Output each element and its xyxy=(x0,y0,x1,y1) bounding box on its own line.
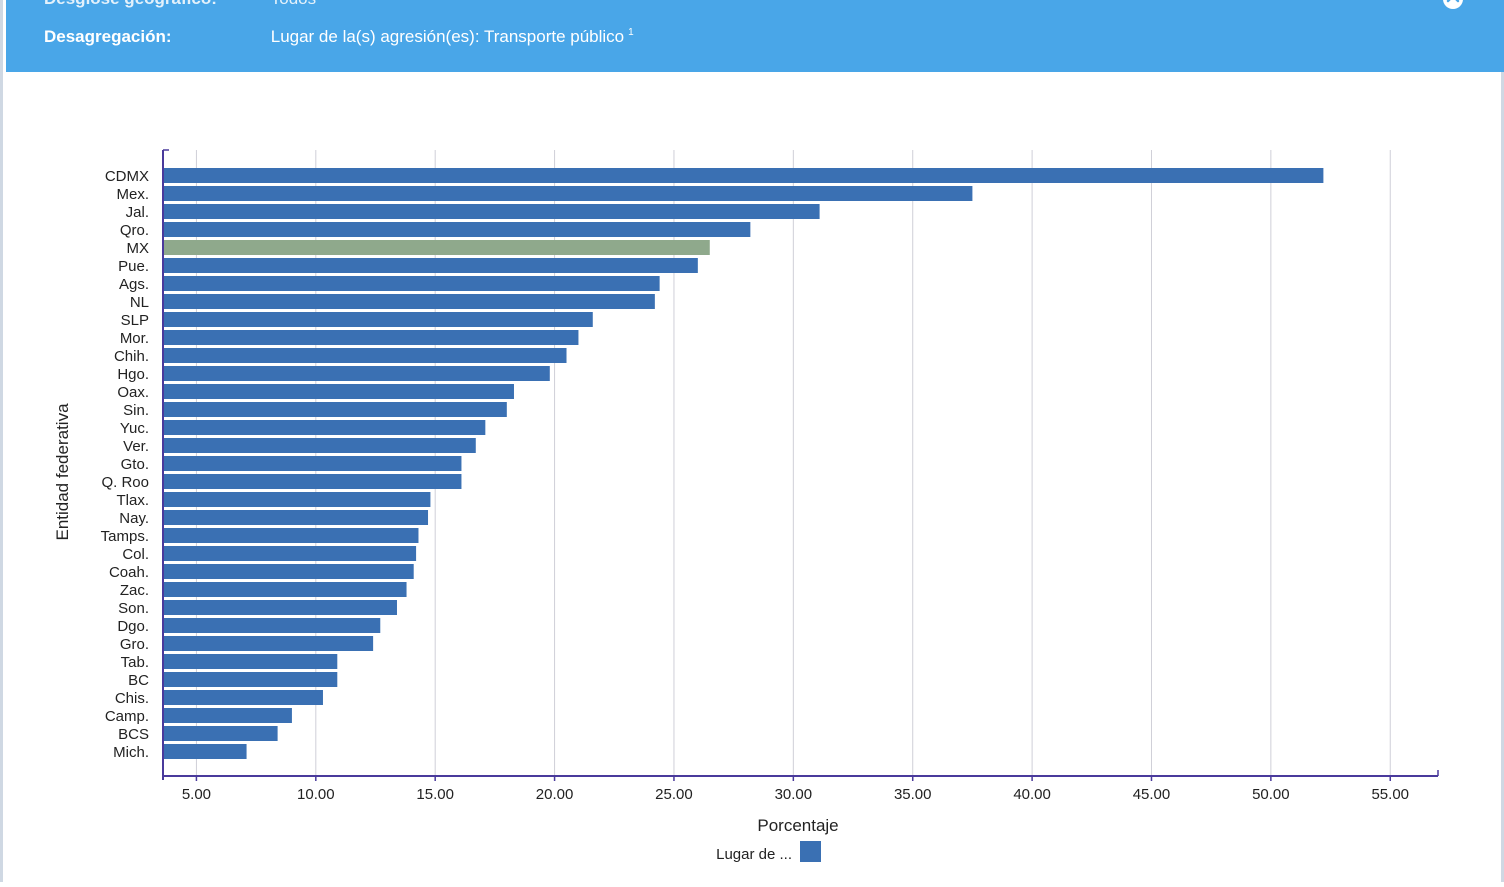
category-label: BCS xyxy=(118,726,149,743)
category-label: Ags. xyxy=(119,276,149,293)
category-label: CDMX xyxy=(105,168,149,185)
axes xyxy=(162,149,1439,781)
bar xyxy=(164,294,655,309)
category-label: Mex. xyxy=(116,186,149,203)
category-label: NL xyxy=(130,294,149,311)
category-label: Jal. xyxy=(126,204,149,221)
category-label: Q. Roo xyxy=(101,474,149,491)
bar-highlight xyxy=(164,240,710,255)
category-label: Hgo. xyxy=(117,366,149,383)
bar xyxy=(164,222,751,237)
category-label: Camp. xyxy=(105,708,149,725)
category-label: Zac. xyxy=(120,582,149,599)
category-label: Chih. xyxy=(114,348,149,365)
bar xyxy=(164,744,247,759)
bar xyxy=(164,708,292,723)
category-labels: CDMXMex.Jal.Qro.MXPue.Ags.NLSLPMor.Chih.… xyxy=(101,168,150,761)
x-axis-title: Porcentaje xyxy=(757,816,838,835)
x-tick-label: 40.00 xyxy=(1013,786,1051,803)
bar xyxy=(164,204,820,219)
category-label: Gto. xyxy=(121,456,149,473)
category-label: Tamps. xyxy=(101,528,149,545)
category-label: Gro. xyxy=(120,636,149,653)
category-label: Mich. xyxy=(113,744,149,761)
bar-chart: CDMXMex.Jal.Qro.MXPue.Ags.NLSLPMor.Chih.… xyxy=(53,149,1439,863)
category-label: MX xyxy=(127,240,150,257)
bar xyxy=(164,600,397,615)
bar xyxy=(164,312,593,327)
bar xyxy=(164,384,514,399)
bar xyxy=(164,402,507,417)
x-tick-labels: 5.00 10.00 15.00 20.00 25.00 30.00 35.00 40.00 4… xyxy=(182,786,1409,803)
x-tick-label: 30.00 xyxy=(775,786,813,803)
x-tick-label: 25.00 xyxy=(655,786,693,803)
bar xyxy=(164,168,1324,183)
bar xyxy=(164,618,381,633)
bar xyxy=(164,510,429,525)
bar xyxy=(164,366,550,381)
x-tick-label: 55.00 xyxy=(1371,786,1409,803)
bar xyxy=(164,654,338,669)
x-tick-label: 20.00 xyxy=(536,786,574,803)
chart-area: CDMX Mex. Jal. Qro. MX Pue. Ags. NL SLP Mor. Chih.… xyxy=(6,72,1504,882)
bar xyxy=(164,636,374,651)
bar xyxy=(164,672,338,687)
category-label: Yuc. xyxy=(120,420,149,437)
bar xyxy=(164,726,278,741)
y-axis-title: Entidad federativa xyxy=(53,403,72,541)
x-tick-label: 10.00 xyxy=(297,786,335,803)
bar xyxy=(164,276,660,291)
category-label: Chis. xyxy=(115,690,149,707)
disaggregation-label: Desagregación: xyxy=(44,27,172,46)
bar xyxy=(164,348,567,363)
geographic-breakdown-row: Desglose geográfico: Todos xyxy=(44,0,316,9)
bar xyxy=(164,564,414,579)
geographic-breakdown-value: Todos xyxy=(271,0,316,9)
x-tick-label: 35.00 xyxy=(894,786,932,803)
bar xyxy=(164,528,419,543)
bar xyxy=(164,258,698,273)
bars-group xyxy=(164,168,1324,759)
bar xyxy=(164,474,462,489)
x-tick-label: 15.00 xyxy=(416,786,454,803)
category-label: Col. xyxy=(122,546,149,563)
bar xyxy=(164,420,486,435)
legend-label[interactable]: Lugar de ... xyxy=(716,846,792,863)
category-label: Dgo. xyxy=(117,618,149,635)
x-tick-label: 5.00 xyxy=(182,786,211,803)
category-label: Oax. xyxy=(117,384,149,401)
category-label: Nay. xyxy=(119,510,149,527)
bar xyxy=(164,330,579,345)
bar xyxy=(164,690,323,705)
legend-swatch[interactable] xyxy=(800,841,821,862)
footnote-marker: 1 xyxy=(628,27,634,39)
category-label: Ver. xyxy=(123,438,149,455)
category-label: SLP xyxy=(121,312,149,329)
category-label: Mor. xyxy=(120,330,149,347)
disaggregation-row: Desagregación: Lugar de la(s) agresión(e… xyxy=(44,27,634,47)
category-label: Tlax. xyxy=(116,492,149,509)
x-tick-label: 45.00 xyxy=(1133,786,1171,803)
bar xyxy=(164,456,462,471)
bar xyxy=(164,492,431,507)
chevron-up-icon[interactable] xyxy=(1442,0,1464,10)
x-tick-label: 50.00 xyxy=(1252,786,1290,803)
disaggregation-value: Lugar de la(s) agresión(es): Transporte … xyxy=(270,27,625,46)
bar xyxy=(164,438,476,453)
category-label: Sin. xyxy=(123,402,149,419)
category-label: Coah. xyxy=(109,564,149,581)
bar xyxy=(164,186,973,201)
panel-header: Desglose geográfico: Todos Desagregación… xyxy=(6,0,1504,72)
category-label: Pue. xyxy=(118,258,149,275)
category-label: Qro. xyxy=(120,222,149,239)
category-label: Tab. xyxy=(121,654,149,671)
geographic-breakdown-label: Desglose geográfico: xyxy=(44,0,266,9)
bar xyxy=(164,546,417,561)
bar xyxy=(164,582,407,597)
category-label: BC xyxy=(128,672,149,689)
category-label: Son. xyxy=(118,600,149,617)
